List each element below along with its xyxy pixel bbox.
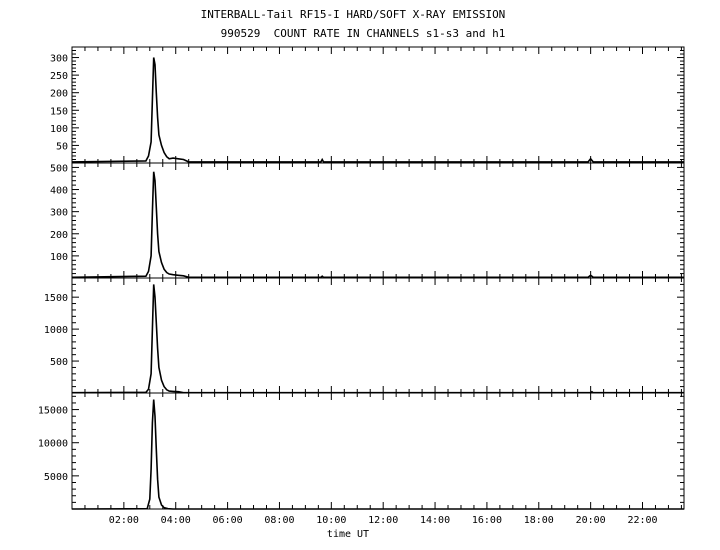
panel-frame-s3 [71, 277, 685, 394]
x-tick-label: 12:00 [368, 515, 398, 526]
y-tick-label-s3: 1500 [44, 293, 68, 304]
y-tick-label-s2: 500 [50, 163, 68, 174]
y-tick-label-s1: 300 [50, 54, 68, 65]
y-tick-label-s2: 400 [50, 186, 68, 197]
y-tick-label-s1: 100 [50, 124, 68, 135]
series-line-s1 [71, 57, 684, 163]
y-tick-label-h1: 10000 [38, 439, 68, 450]
chart-subtitle: 990529 COUNT RATE IN CHANNELS s1-s3 and … [220, 27, 506, 40]
x-tick-label: 04:00 [161, 515, 191, 526]
x-tick-label: 16:00 [472, 515, 502, 526]
x-tick-label: 02:00 [109, 515, 139, 526]
y-tick-label-s1: 150 [50, 106, 68, 117]
panel-frame-s2 [71, 162, 685, 279]
series-line-s2 [71, 171, 684, 279]
x-tick-label: 10:00 [316, 515, 346, 526]
y-tick-label-s2: 100 [50, 252, 68, 263]
x-tick-label: 22:00 [627, 515, 657, 526]
x-axis-label: time UT [327, 529, 369, 540]
series-line-h1 [71, 399, 684, 510]
y-tick-label-s1: 250 [50, 71, 68, 82]
y-tick-label-s3: 500 [50, 357, 68, 368]
y-tick-label-s1: 50 [56, 141, 68, 152]
x-tick-label: 14:00 [420, 515, 450, 526]
x-tick-label: 20:00 [576, 515, 606, 526]
x-tick-label: 18:00 [524, 515, 554, 526]
panel-frame-h1 [71, 392, 685, 510]
x-tick-label: 06:00 [213, 515, 243, 526]
y-tick-label-s2: 300 [50, 208, 68, 219]
y-tick-label-h1: 5000 [44, 472, 68, 483]
y-tick-label-s2: 200 [50, 230, 68, 241]
chart-title: INTERBALL-Tail RF15-I HARD/SOFT X-RAY EM… [200, 8, 506, 21]
x-tick-label: 08:00 [264, 515, 294, 526]
series-line-s3 [71, 284, 684, 394]
y-tick-label-s3: 1000 [44, 325, 68, 336]
panel-frame-s1 [71, 46, 685, 164]
y-tick-label-h1: 15000 [38, 406, 68, 417]
y-tick-label-s1: 200 [50, 89, 68, 100]
